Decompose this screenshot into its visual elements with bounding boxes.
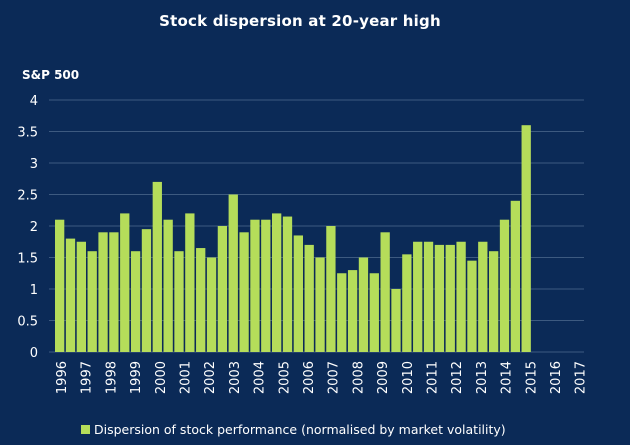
bar (76, 241, 86, 352)
x-tick-label: 1997 (80, 361, 95, 394)
legend-swatch (81, 425, 90, 434)
y-tick-label: 3.5 (17, 126, 38, 141)
bar (337, 273, 347, 352)
chart-title: Stock dispersion at 20-year high (159, 12, 441, 30)
bar (391, 289, 401, 352)
bar (380, 232, 390, 352)
y-tick-label: 1.5 (17, 252, 38, 267)
y-tick-label: 2 (30, 220, 38, 235)
bar (55, 219, 65, 352)
y-tick-label: 2.5 (17, 189, 38, 204)
bar (206, 257, 217, 352)
bar (109, 232, 119, 352)
bar (456, 241, 466, 352)
bar (402, 254, 412, 352)
bar (315, 257, 325, 352)
bar (163, 219, 173, 352)
bar (293, 235, 303, 352)
x-tick-label: 2000 (154, 361, 169, 394)
x-tick-label: 1996 (55, 361, 70, 394)
bar (521, 125, 531, 352)
bar (120, 213, 130, 352)
bar (239, 232, 249, 352)
y-tick-label: 0 (30, 346, 38, 361)
x-tick-label: 2014 (500, 361, 515, 394)
x-tick-label: 1998 (104, 361, 119, 394)
bar (358, 257, 369, 352)
bar (130, 251, 141, 352)
x-tick-label: 2010 (401, 361, 416, 394)
x-tick-label: 2013 (475, 361, 490, 394)
x-tick-label: 2006 (302, 361, 317, 394)
y-tick-label: 0.5 (17, 315, 38, 330)
x-tick-label: 2009 (376, 361, 391, 394)
x-tick-label: 2017 (574, 361, 589, 394)
bar (217, 226, 228, 352)
y-axis-label: S&P 500 (22, 68, 79, 82)
x-tick-label: 2001 (179, 361, 194, 394)
bar (434, 244, 445, 352)
bar (445, 244, 455, 352)
bar (141, 229, 152, 352)
bar (185, 213, 195, 352)
bar (413, 241, 423, 352)
bar (87, 251, 97, 352)
bar (326, 226, 336, 352)
bar (152, 181, 162, 352)
bar (174, 251, 184, 352)
x-tick-label: 1999 (129, 361, 144, 394)
y-tick-label: 4 (30, 94, 38, 109)
bar (423, 241, 434, 352)
bar (196, 248, 206, 352)
bar (98, 232, 108, 352)
x-tick-label: 2002 (203, 361, 218, 394)
x-tick-label: 2011 (426, 361, 441, 394)
x-tick-label: 2007 (327, 361, 342, 394)
x-tick-label: 2008 (351, 361, 366, 394)
bar (228, 194, 238, 352)
bar (369, 273, 379, 352)
x-tick-label: 2004 (253, 361, 268, 394)
y-tick-label: 1 (30, 283, 38, 298)
bar (478, 241, 488, 352)
bar (347, 270, 358, 352)
bar (499, 219, 510, 352)
x-tick-label: 2003 (228, 361, 243, 394)
x-tick-label: 2012 (450, 361, 465, 394)
x-tick-label: 2015 (524, 361, 539, 394)
bar (261, 219, 271, 352)
bar (467, 260, 477, 352)
bar (510, 200, 520, 352)
bar (304, 244, 314, 352)
y-tick-label: 3 (30, 157, 38, 172)
bar (282, 216, 293, 352)
bar (250, 219, 260, 352)
bar (65, 238, 76, 352)
legend-label: Dispersion of stock performance (normali… (94, 422, 506, 437)
x-tick-label: 2005 (277, 361, 292, 394)
bar (272, 213, 282, 352)
bar (489, 251, 499, 352)
x-tick-label: 2016 (549, 361, 564, 394)
